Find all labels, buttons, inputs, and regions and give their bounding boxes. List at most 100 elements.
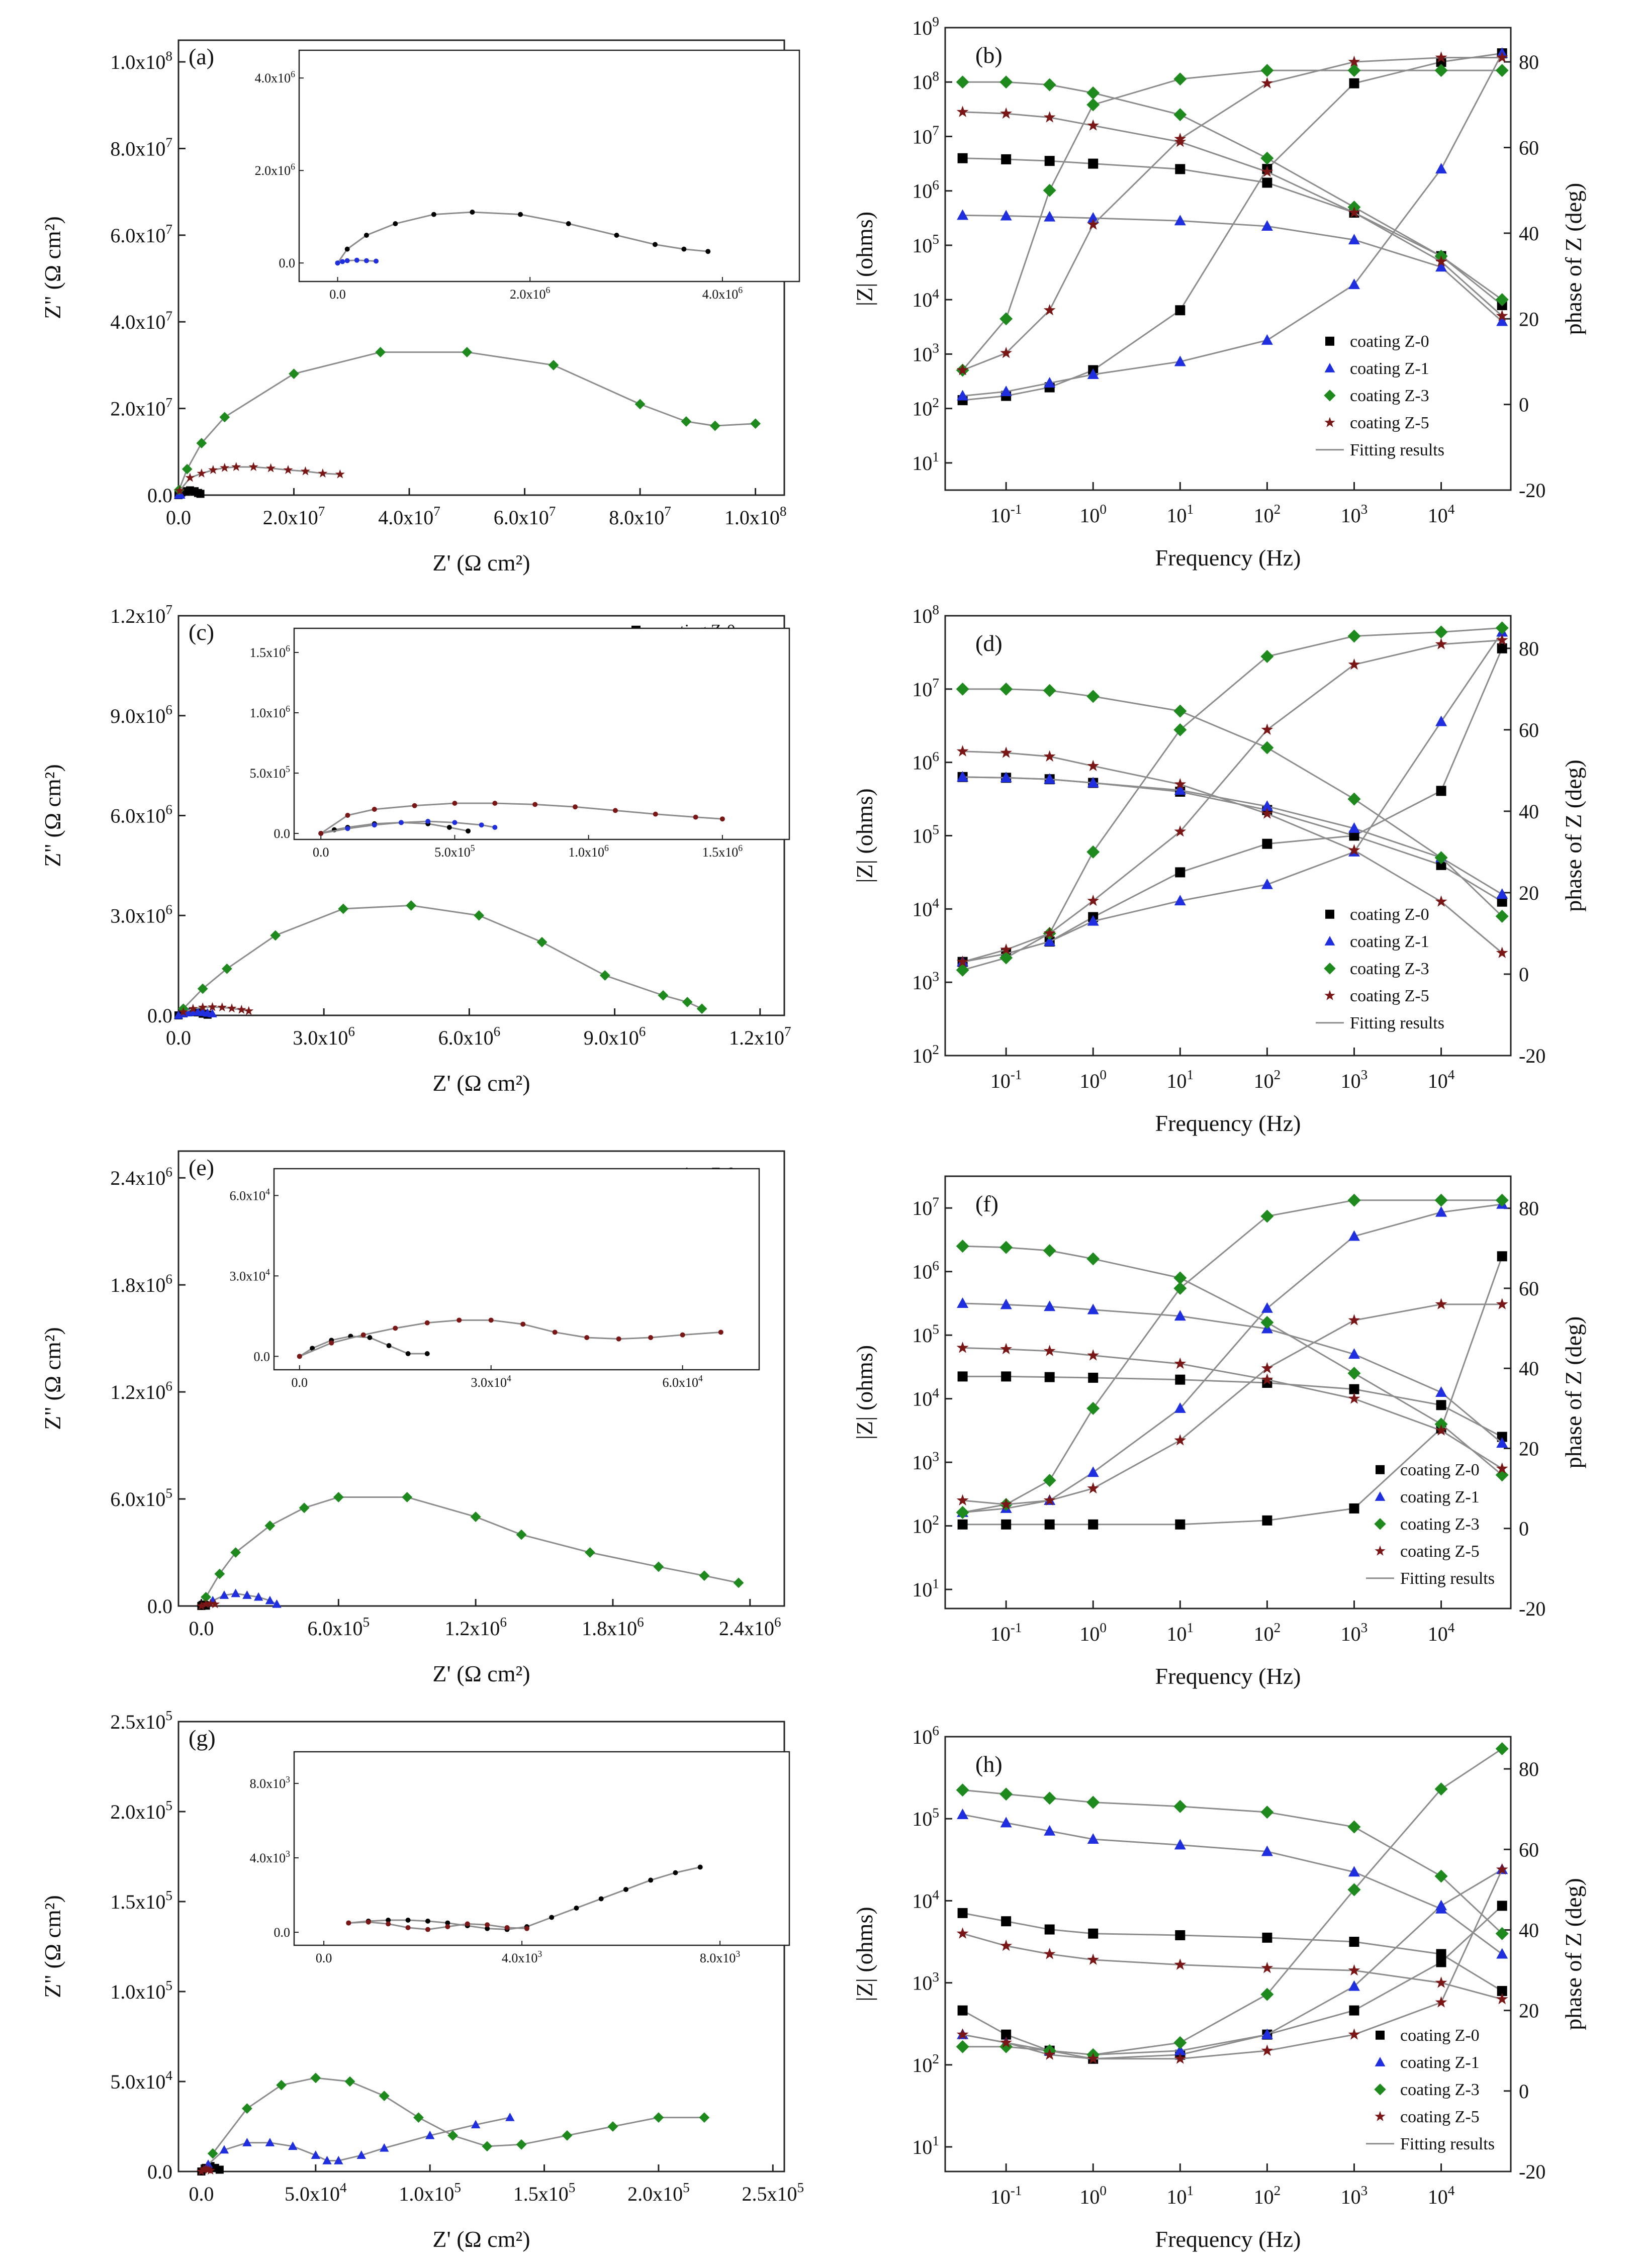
panel-f-zmod-point-z3 (1347, 1367, 1361, 1380)
panel-d-phase-point-z1 (1044, 935, 1056, 947)
panel-a-y-axis-label: Z" (Ω cm²) (40, 216, 65, 319)
panel-b-phase-point-z5 (1043, 304, 1056, 316)
panel-c-x-tick-label: 3.0x106 (293, 1024, 355, 1049)
panel-d-x-tick-label: 102 (1254, 1067, 1281, 1092)
panel-d-phase-point-z3 (956, 963, 969, 977)
panel-b-x-tick-label: 10-1 (990, 502, 1022, 527)
panel-f-zmod-fit-z5 (962, 1347, 1503, 1470)
panel-h-zmod-point-z5 (1496, 1993, 1508, 2005)
panel-a-fit-z3 (178, 351, 756, 491)
panel-h-zmod-point-z0 (1497, 1986, 1507, 1996)
panel-h-y2-axis-label: phase of Z (deg) (1561, 1878, 1586, 2030)
panel-f-zmod-point-z1 (1496, 1437, 1508, 1448)
panel-f-x-tick-label: 102 (1254, 1620, 1281, 1645)
panel-d-zmod-point-z3 (999, 682, 1013, 696)
panel-c-point-z5 (178, 1007, 189, 1016)
panel-e-x-tick-label: 6.0x105 (308, 1615, 370, 1640)
panel-a-inset-x-tick-label: 4.0x106 (702, 285, 743, 302)
panel-d-y2-axis-label: phase of Z (deg) (1561, 760, 1586, 912)
panel-g-inset-fit-z5 (348, 1921, 527, 1931)
panel-e-inset-point-z5 (680, 1332, 685, 1338)
panel-h-zmod-point-z5 (1000, 1939, 1013, 1951)
panel-e-inset-y-tick-label: 6.0x104 (230, 1186, 270, 1203)
panel-a-fit-z5 (179, 466, 340, 492)
panel-f-y-axis-label: |Z| (ohms) (852, 1345, 877, 1440)
panel-b-phase-point-z3 (1260, 64, 1274, 77)
panel-f-legend-marker-z3 (1374, 1518, 1386, 1530)
panel-c-inset-point-z0 (466, 828, 471, 834)
panel-g-point-z3 (207, 2148, 218, 2159)
panel-e-inset-point-z0 (405, 1351, 411, 1356)
panel-d-y-tick-label: 107 (912, 676, 939, 701)
panel-e-inset-x-tick-label: 3.0x104 (471, 1373, 511, 1390)
panel-h-zmod-point-z3 (1495, 1927, 1509, 1940)
panel-e-inset: 0.0 3.0x104 6.0x104 0.0 3.0x104 6.0x104 (230, 1168, 760, 1390)
panel-f-phase-point-z0 (1262, 1515, 1272, 1526)
panel-h-phase-point-z5 (1087, 2052, 1100, 2064)
panel-b-y-tick-label: 101 (912, 449, 939, 475)
panel-b-phase-point-z1 (1087, 368, 1099, 379)
panel-d-legend-label-2: coating Z-3 (1350, 960, 1429, 978)
panel-d-y2-tick-label: -20 (1519, 1045, 1545, 1067)
panel-c-inset-point-z5 (612, 808, 618, 813)
panel-b-phase-point-z1 (1348, 278, 1360, 290)
panel-f-phase-point-z3 (1434, 1193, 1448, 1207)
panel-a-point-z5 (185, 472, 195, 482)
panel-b-legend-marker-z3 (1324, 390, 1336, 402)
panel-d-phase-point-z3 (1347, 629, 1361, 643)
panel-b-phase-point-z5 (1261, 77, 1273, 88)
panel-d-phase-point-z3 (1086, 845, 1100, 859)
panel-a-inset-point-z0 (652, 242, 658, 247)
panel-h-zmod-point-z3 (999, 1787, 1013, 1801)
panel-f-zmod-point-z1 (1348, 1348, 1360, 1359)
panel-d-phase-point-z5 (1174, 825, 1187, 837)
panel-d-phase-point-z3 (999, 951, 1013, 965)
panel-g-point-z3 (379, 2091, 390, 2102)
panel-f-phase-point-z0 (1088, 1519, 1099, 1530)
panel-d-y2-tick-label: 60 (1519, 719, 1539, 741)
panel-d-zmod-point-z3 (1173, 704, 1187, 718)
panel-f-phase-point-z5 (1174, 1434, 1187, 1446)
panel-h-zmod-point-z1 (1348, 1866, 1360, 1877)
panel-f-zmod-point-z1 (1000, 1298, 1012, 1309)
panel-a-inset-point-z0 (470, 210, 475, 215)
panel-c-point-z3 (682, 997, 693, 1007)
panel-c-y-tick-label: 0.0 (147, 1004, 172, 1027)
panel-b-phase-point-z3 (1347, 64, 1361, 77)
panel-f-phase-point-z1 (1348, 1230, 1360, 1241)
panel-h-legend-label-1: coating Z-1 (1400, 2053, 1480, 2072)
panel-h-phase-point-z5 (1043, 2048, 1056, 2060)
panel-d-y-tick-label: 102 (912, 1042, 939, 1067)
panel-h-zmod-point-z0 (1088, 1928, 1099, 1939)
panel-f-zmod-point-z0 (957, 1371, 968, 1382)
panel-g-point-z1 (425, 2130, 435, 2139)
panel-d-zmod-point-z5 (1000, 746, 1013, 758)
panel-e-point-z3 (264, 1520, 276, 1531)
panel-c-y-tick-label: 3.0x106 (110, 902, 172, 927)
panel-f-legend-marker-z1 (1375, 1491, 1386, 1501)
panel-e-point-z3 (653, 1561, 664, 1572)
panel-b-phase-fit-z3 (962, 69, 1502, 371)
panel-h-zmod-point-z0 (1349, 1937, 1359, 1947)
panel-b-zmod-fit-z0 (962, 157, 1503, 306)
panel-g-point-z3 (413, 2112, 424, 2123)
panel-b-y2-tick-label: 80 (1519, 51, 1539, 73)
panel-d-phase-point-z3 (1495, 621, 1509, 635)
panel-f-y-tick-label: 102 (912, 1513, 939, 1538)
panel-g-inset-point-z0 (574, 1905, 579, 1911)
panel-a-point-z5 (318, 468, 328, 478)
panel-d-zmod-point-z3 (1434, 851, 1448, 865)
panel-c-point-z5 (188, 1003, 198, 1013)
panel-b-phase-point-z3 (999, 312, 1013, 326)
panel-f-zmod-point-z5 (1043, 1345, 1056, 1356)
panel-f-phase-point-z5 (1087, 1482, 1100, 1494)
panel-b-zmod-point-z5 (1000, 107, 1013, 119)
panel-d-phase-point-z0 (1436, 786, 1446, 796)
panel-a-point-z5 (208, 465, 218, 475)
panel-h-phase-point-z3 (1173, 2036, 1187, 2049)
panel-g-inset-point-z0 (425, 1918, 430, 1924)
panel-f-phase-point-z0 (1497, 1251, 1507, 1262)
panel-b: (b) 10-1 100 101 102 103 104 101 102 103 104 105 106… (852, 14, 1586, 571)
panel-d-y-tick-label: 108 (912, 602, 939, 627)
panel-h-legend-marker-z1 (1375, 2056, 1386, 2066)
